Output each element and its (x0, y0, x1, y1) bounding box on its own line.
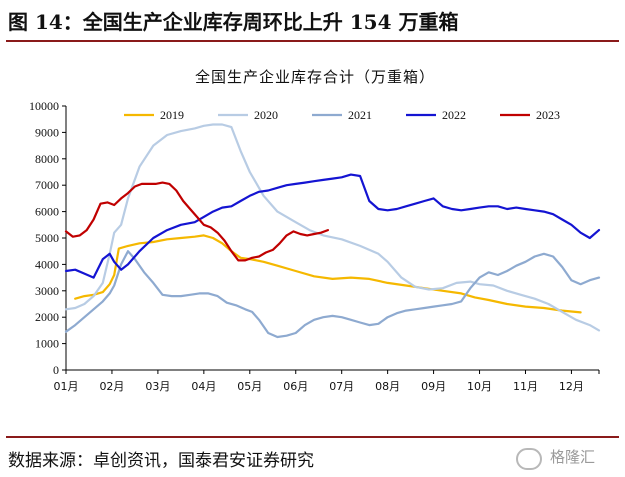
y-tick-label: 3000 (35, 284, 59, 298)
source-note: 数据来源：卓创资讯，国泰君安证券研究 (8, 451, 314, 471)
series-line-2020 (64, 123, 601, 332)
watermark-logo-icon (516, 448, 542, 470)
x-tick-label: 03月 (145, 380, 170, 393)
y-tick-label: 2000 (35, 310, 59, 324)
source-rule (6, 436, 619, 438)
y-tick-label: 0 (53, 363, 59, 377)
x-tick-label: 02月 (99, 380, 124, 393)
series-line-2022 (64, 173, 601, 279)
series-line-2019 (74, 234, 582, 314)
x-tick-label: 08月 (375, 380, 400, 393)
watermark: 格隆汇 (510, 446, 620, 472)
figure-title: 图 14：全国生产企业库存周环比上升 154 万重箱 (8, 10, 459, 34)
legend-label-2023: 2023 (536, 108, 560, 122)
y-tick-label: 1000 (35, 337, 59, 351)
x-tick-label: 05月 (237, 380, 262, 393)
series-line-2023 (64, 181, 329, 262)
x-tick-label: 01月 (54, 380, 79, 393)
x-tick-label: 12月 (559, 380, 584, 393)
y-tick-label: 9000 (35, 125, 59, 139)
series-line-2021 (64, 250, 601, 339)
watermark-text: 格隆汇 (550, 448, 596, 466)
x-tick-label: 09月 (421, 380, 446, 393)
legend: 2019 2020 2021 2022 2023 (124, 108, 560, 122)
legend-label-2020: 2020 (254, 108, 278, 122)
y-tick-label: 10000 (29, 99, 59, 113)
y-tick-label: 6000 (35, 205, 59, 219)
plot-area: 0 1000 2000 3000 4000 5000 6000 7000 8000 9000 100… (29, 99, 601, 393)
figure-header: 图 14：全国生产企业库存周环比上升 154 万重箱 (0, 0, 625, 40)
x-tick-label: 06月 (283, 380, 308, 393)
title-rule (6, 40, 619, 42)
legend-label-2019: 2019 (160, 108, 184, 122)
legend-label-2021: 2021 (348, 108, 372, 122)
y-tick-label: 5000 (35, 231, 59, 245)
x-tick-label: 11月 (513, 380, 538, 393)
x-tick-label: 07月 (329, 380, 354, 393)
y-tick-label: 8000 (35, 152, 59, 166)
y-tick-label: 4000 (35, 257, 59, 271)
chart-title: 全国生产企业库存合计（万重箱） (195, 68, 435, 86)
y-tick-label: 7000 (35, 178, 59, 192)
x-tick-label: 04月 (191, 380, 216, 393)
x-tick-label: 10月 (467, 380, 492, 393)
legend-label-2022: 2022 (442, 108, 466, 122)
